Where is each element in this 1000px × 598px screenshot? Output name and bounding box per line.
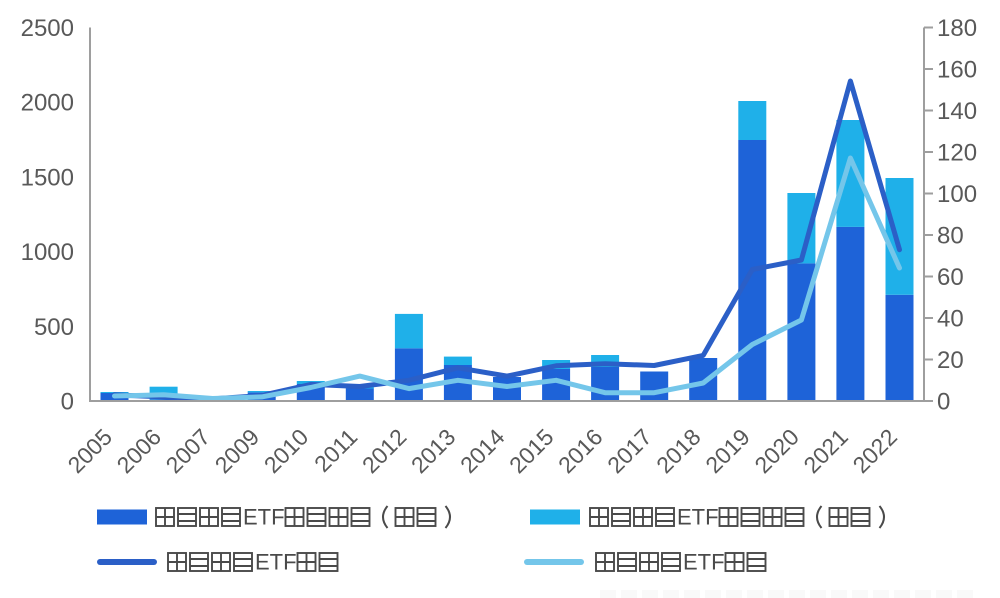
svg-text:500: 500 xyxy=(34,314,74,341)
svg-text:60: 60 xyxy=(937,264,964,291)
svg-text:2000: 2000 xyxy=(21,90,74,117)
svg-text:1500: 1500 xyxy=(21,164,74,191)
svg-text:0: 0 xyxy=(937,389,950,416)
svg-text:1000: 1000 xyxy=(21,239,74,266)
svg-text:ETF: ETF xyxy=(683,550,725,575)
svg-text:2500: 2500 xyxy=(21,15,74,42)
svg-text:140: 140 xyxy=(937,98,977,125)
svg-text:40: 40 xyxy=(937,306,964,333)
svg-text:160: 160 xyxy=(937,57,977,84)
svg-text:ETF: ETF xyxy=(255,550,297,575)
svg-text:0: 0 xyxy=(61,389,74,416)
svg-text:180: 180 xyxy=(937,15,977,42)
svg-text:ETF: ETF xyxy=(243,505,285,530)
svg-text:ETF: ETF xyxy=(677,505,719,530)
svg-text:120: 120 xyxy=(937,140,977,167)
svg-text:100: 100 xyxy=(937,181,977,208)
svg-text:80: 80 xyxy=(937,223,964,250)
svg-text:20: 20 xyxy=(937,347,964,374)
